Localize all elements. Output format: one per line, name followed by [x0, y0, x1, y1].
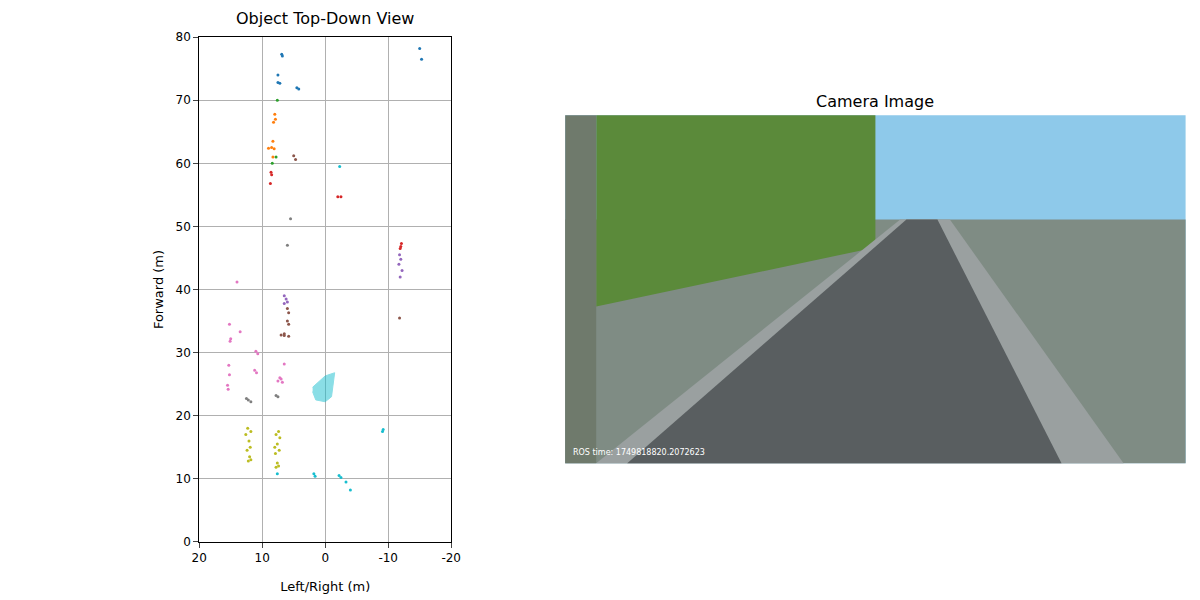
svg-text:Object Top-Down View: Object Top-Down View: [236, 9, 414, 28]
svg-text:30: 30: [176, 346, 191, 360]
svg-text:10: 10: [176, 472, 191, 486]
svg-text:-20: -20: [441, 551, 461, 565]
svg-text:70: 70: [176, 93, 191, 107]
svg-text:10: 10: [255, 551, 270, 565]
svg-text:0: 0: [183, 535, 191, 549]
svg-text:20: 20: [176, 409, 191, 423]
svg-text:Camera Image: Camera Image: [816, 92, 934, 111]
svg-text:Left/Right (m): Left/Right (m): [280, 579, 370, 594]
svg-text:-10: -10: [378, 551, 398, 565]
svg-text:50: 50: [176, 220, 191, 234]
svg-text:0: 0: [321, 551, 329, 565]
svg-text:60: 60: [176, 157, 191, 171]
svg-text:40: 40: [176, 283, 191, 297]
svg-text:20: 20: [192, 551, 207, 565]
svg-text:80: 80: [176, 30, 191, 44]
svg-text:Forward (m): Forward (m): [151, 250, 166, 329]
svg-text:ROS time: 1749818820.2072623: ROS time: 1749818820.2072623: [573, 448, 705, 457]
